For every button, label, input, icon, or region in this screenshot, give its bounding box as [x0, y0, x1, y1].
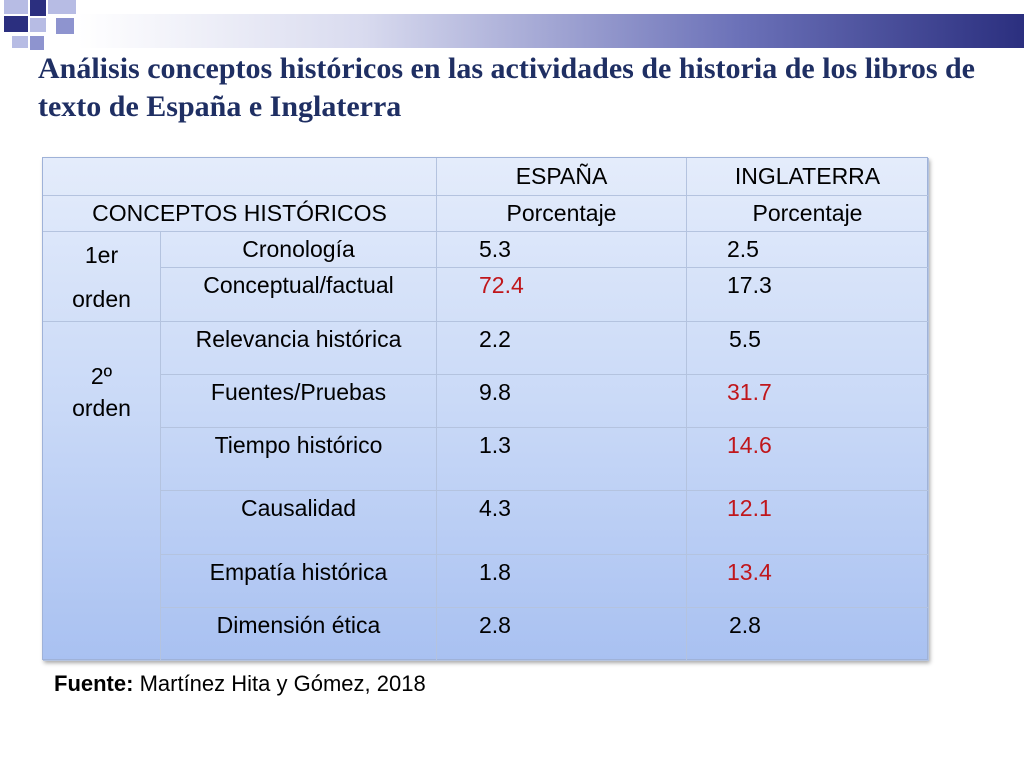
source-label: Fuente: — [54, 671, 134, 696]
decor-square — [30, 18, 46, 32]
decor-square — [12, 36, 28, 48]
inglaterra-value-cell-highlight: 13.4 — [687, 555, 929, 608]
group-label-line: orden — [72, 285, 131, 312]
header-empty-cell — [43, 158, 437, 196]
concept-cell: Conceptual/factual — [161, 268, 437, 322]
inglaterra-value-cell: 2.8 — [687, 608, 929, 661]
espana-value-cell-highlight: 72.4 — [437, 268, 687, 322]
decor-square — [56, 18, 74, 34]
group-label-second-order: 2º orden — [43, 322, 161, 661]
group-label-line: 1er — [84, 241, 119, 268]
decor-square — [30, 0, 46, 16]
concept-cell: Dimensión ética — [161, 608, 437, 661]
source-citation: Fuente: Martínez Hita y Gómez, 2018 — [54, 671, 426, 697]
inglaterra-value-cell: 5.5 — [687, 322, 929, 375]
concept-cell: Empatía histórica — [161, 555, 437, 608]
espana-value-cell: 2.8 — [437, 608, 687, 661]
decor-square — [48, 0, 76, 14]
espana-value-cell: 1.3 — [437, 428, 687, 491]
group-label-line: 2º — [90, 363, 113, 389]
inglaterra-value-cell: 17.3 — [687, 268, 929, 322]
header-concepts: CONCEPTOS HISTÓRICOS — [43, 196, 437, 232]
espana-value-cell: 1.8 — [437, 555, 687, 608]
inglaterra-value-cell-highlight: 14.6 — [687, 428, 929, 491]
decor-square — [4, 16, 28, 32]
concept-cell: Causalidad — [161, 491, 437, 555]
group-label-line: orden — [72, 395, 131, 421]
concept-cell: Cronología — [161, 232, 437, 268]
concept-cell: Relevancia histórica — [161, 322, 437, 375]
inglaterra-value-cell-highlight: 12.1 — [687, 491, 929, 555]
header-gradient-bar — [78, 14, 1024, 48]
espana-value-cell: 9.8 — [437, 375, 687, 428]
source-text: Martínez Hita y Gómez, 2018 — [133, 671, 426, 696]
group-label-first-order: 1er orden — [43, 232, 161, 322]
header-espana: ESPAÑA — [437, 158, 687, 196]
header-inglaterra-metric: Porcentaje — [687, 196, 929, 232]
espana-value-cell: 5.3 — [437, 232, 687, 268]
concept-cell: Tiempo histórico — [161, 428, 437, 491]
espana-value-cell: 4.3 — [437, 491, 687, 555]
header-inglaterra: INGLATERRA — [687, 158, 929, 196]
concepts-table: ESPAÑA INGLATERRA CONCEPTOS HISTÓRICOS P… — [42, 157, 929, 661]
decor-square — [30, 36, 44, 50]
header-espana-metric: Porcentaje — [437, 196, 687, 232]
decor-square — [4, 0, 28, 14]
concept-cell: Fuentes/Pruebas — [161, 375, 437, 428]
slide-title: Análisis conceptos históricos en las act… — [38, 52, 976, 123]
espana-value-cell: 2.2 — [437, 322, 687, 375]
inglaterra-value-cell: 2.5 — [687, 232, 929, 268]
inglaterra-value-cell-highlight: 31.7 — [687, 375, 929, 428]
